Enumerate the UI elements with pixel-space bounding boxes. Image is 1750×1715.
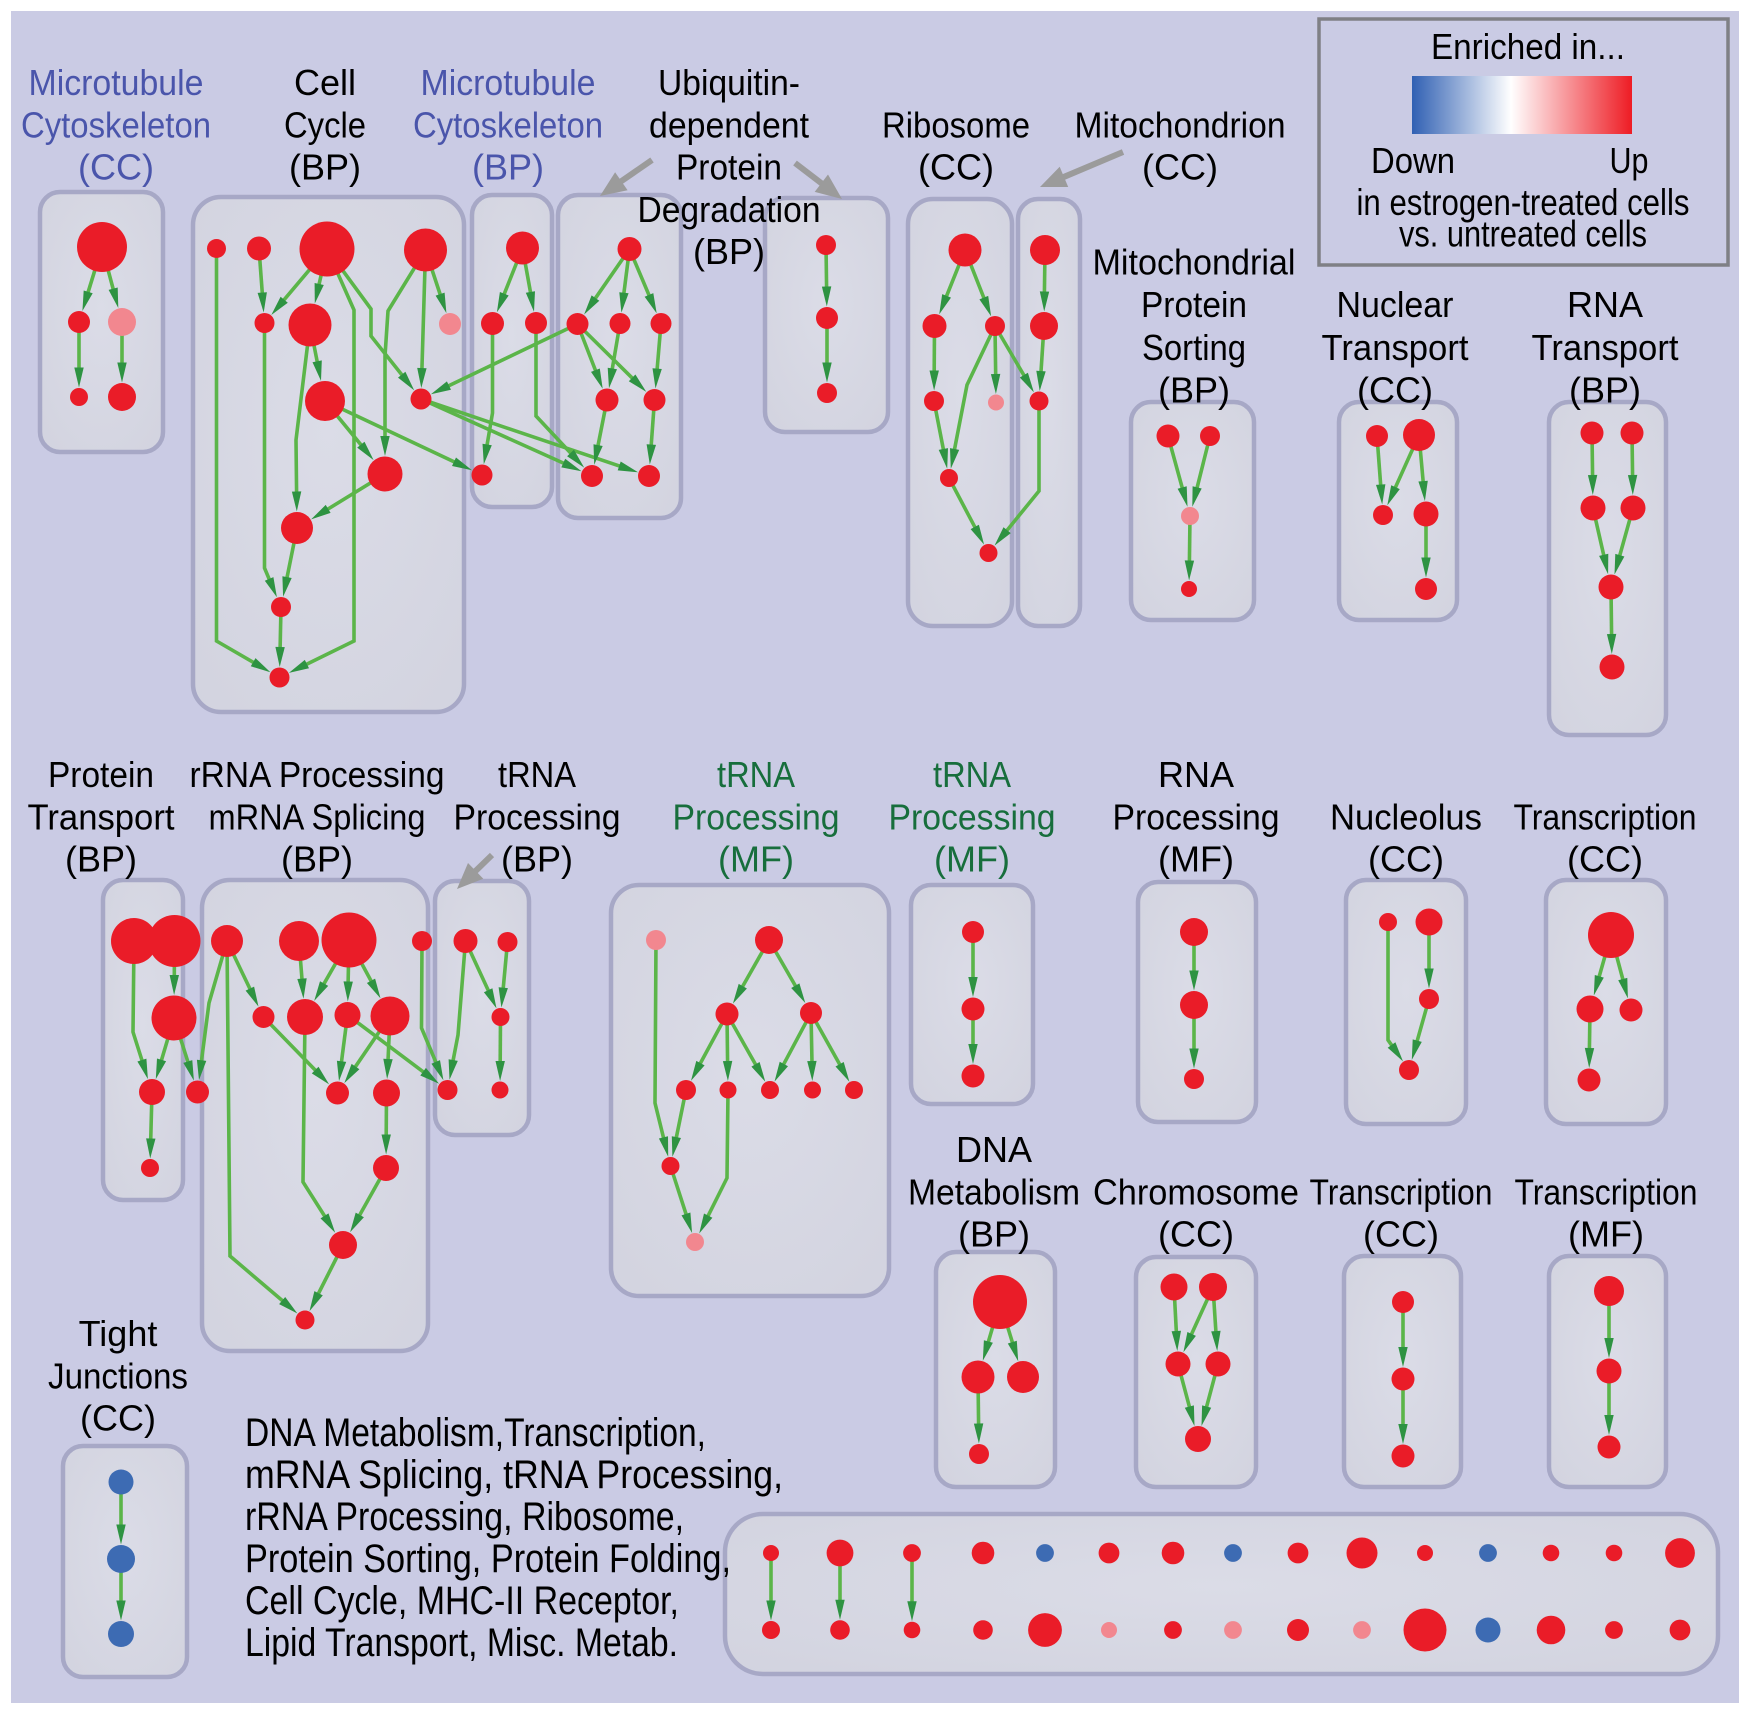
svg-text:Ubiquitin-: Ubiquitin- (658, 62, 800, 103)
svg-text:Transport: Transport (1532, 327, 1679, 368)
svg-text:Protein: Protein (48, 754, 154, 795)
svg-text:(CC): (CC) (1567, 839, 1643, 880)
svg-text:Chromosome: Chromosome (1093, 1171, 1299, 1212)
svg-text:Processing: Processing (889, 796, 1056, 837)
svg-text:RNA: RNA (1567, 284, 1643, 325)
svg-text:(BP): (BP) (693, 231, 765, 272)
svg-text:mRNA Splicing: mRNA Splicing (209, 796, 426, 837)
svg-text:Tight: Tight (79, 1313, 158, 1354)
svg-text:(CC): (CC) (1363, 1214, 1439, 1255)
svg-text:Nucleolus: Nucleolus (1330, 796, 1482, 837)
svg-text:Protein Sorting, Protein Foldi: Protein Sorting, Protein Folding, (245, 1537, 731, 1581)
svg-text:in estrogen-treated cells: in estrogen-treated cells (1357, 182, 1690, 223)
svg-text:(CC): (CC) (918, 147, 994, 188)
svg-text:Mitochondrion: Mitochondrion (1075, 104, 1286, 145)
svg-text:(CC): (CC) (1368, 839, 1444, 880)
svg-text:(BP): (BP) (65, 839, 137, 880)
svg-text:(MF): (MF) (1158, 839, 1234, 880)
svg-text:(BP): (BP) (472, 147, 544, 188)
svg-text:Enriched in...: Enriched in... (1431, 26, 1625, 67)
svg-text:Cytoskeleton: Cytoskeleton (413, 104, 603, 145)
svg-text:Degradation: Degradation (638, 189, 821, 230)
svg-text:Transport: Transport (1322, 327, 1469, 368)
svg-text:DNA: DNA (956, 1129, 1032, 1170)
svg-text:Protein: Protein (1141, 284, 1247, 325)
svg-text:Processing: Processing (1113, 796, 1280, 837)
svg-text:tRNA: tRNA (717, 754, 795, 795)
svg-text:rRNA Processing: rRNA Processing (190, 754, 445, 795)
svg-text:(CC): (CC) (80, 1398, 156, 1439)
svg-text:Transcription: Transcription (1515, 1171, 1698, 1212)
svg-text:Cytoskeleton: Cytoskeleton (21, 104, 211, 145)
svg-text:(BP): (BP) (289, 147, 361, 188)
svg-text:(BP): (BP) (1158, 369, 1230, 410)
svg-text:tRNA: tRNA (933, 754, 1011, 795)
svg-text:dependent: dependent (649, 104, 809, 145)
svg-text:Lipid Transport, Misc. Metab.: Lipid Transport, Misc. Metab. (245, 1621, 678, 1665)
svg-text:Sorting: Sorting (1142, 327, 1246, 368)
svg-text:Mitochondrial: Mitochondrial (1093, 242, 1296, 283)
svg-text:Down: Down (1371, 140, 1455, 181)
svg-text:Ribosome: Ribosome (882, 104, 1030, 145)
svg-text:tRNA: tRNA (498, 754, 576, 795)
svg-text:(MF): (MF) (1568, 1214, 1644, 1255)
svg-text:vs. untreated cells: vs. untreated cells (1399, 214, 1647, 255)
svg-text:DNA Metabolism,Transcription,: DNA Metabolism,Transcription, (245, 1411, 706, 1455)
svg-text:RNA: RNA (1158, 754, 1234, 795)
svg-text:Cycle: Cycle (284, 104, 366, 145)
svg-text:Processing: Processing (673, 796, 840, 837)
svg-text:Processing: Processing (454, 796, 621, 837)
svg-text:Microtubule: Microtubule (29, 62, 204, 103)
svg-text:(MF): (MF) (934, 839, 1010, 880)
svg-text:Transcription: Transcription (1514, 796, 1697, 837)
svg-text:mRNA Splicing, tRNA Processing: mRNA Splicing, tRNA Processing, (245, 1453, 783, 1497)
svg-text:Protein: Protein (676, 147, 782, 188)
svg-text:Junctions: Junctions (48, 1355, 188, 1396)
svg-text:rRNA Processing, Ribosome,: rRNA Processing, Ribosome, (245, 1495, 684, 1539)
svg-text:(BP): (BP) (1569, 369, 1641, 410)
svg-text:Nuclear: Nuclear (1337, 284, 1454, 325)
svg-text:(CC): (CC) (78, 147, 154, 188)
svg-text:(CC): (CC) (1142, 147, 1218, 188)
svg-text:Cell Cycle, MHC-II Receptor,: Cell Cycle, MHC-II Receptor, (245, 1579, 679, 1623)
svg-text:(BP): (BP) (501, 839, 573, 880)
svg-text:(MF): (MF) (718, 839, 794, 880)
svg-text:(BP): (BP) (281, 839, 353, 880)
svg-text:(CC): (CC) (1158, 1214, 1234, 1255)
svg-text:Microtubule: Microtubule (421, 62, 596, 103)
svg-text:Up: Up (1610, 140, 1649, 181)
svg-text:(CC): (CC) (1357, 369, 1433, 410)
svg-text:Cell: Cell (294, 62, 356, 103)
svg-text:Transport: Transport (28, 796, 175, 837)
svg-text:Transcription: Transcription (1310, 1171, 1493, 1212)
svg-text:(BP): (BP) (958, 1214, 1030, 1255)
svg-text:Metabolism: Metabolism (908, 1171, 1080, 1212)
